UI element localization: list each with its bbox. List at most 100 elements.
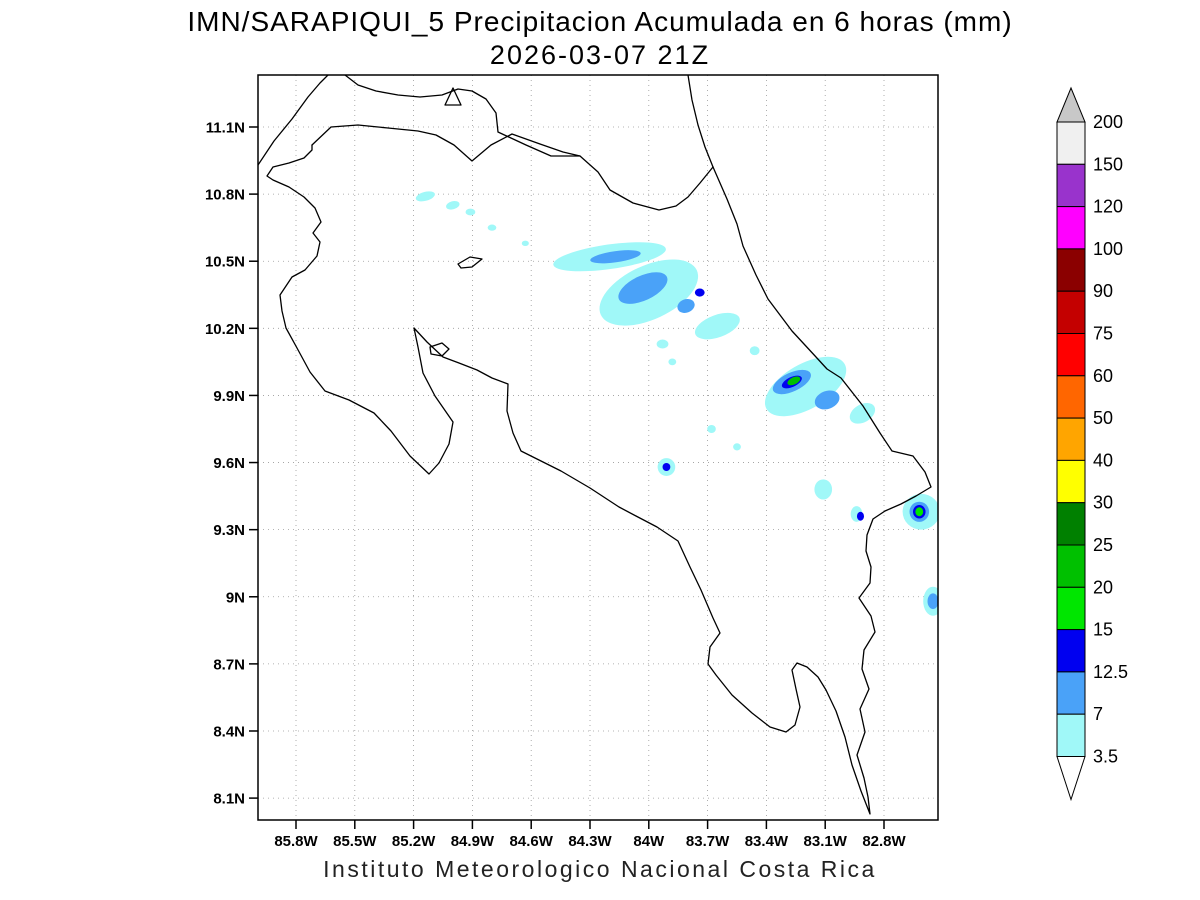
colorbar-tick-label: 90 — [1093, 281, 1113, 301]
costa-rica-nicaragua-border — [311, 124, 581, 162]
precip-cell — [787, 376, 801, 386]
colorbar-tick-label: 7 — [1093, 704, 1103, 724]
colorbar-tick-label: 25 — [1093, 535, 1113, 555]
precip-cell — [694, 288, 705, 297]
precip-cell — [662, 462, 671, 472]
colorbar-tick-label: 200 — [1093, 112, 1123, 132]
colorbar-segment — [1056, 121, 1086, 165]
precip-cell — [465, 208, 476, 216]
lake-arenal — [457, 256, 483, 269]
precip-cell — [856, 511, 865, 521]
lon-tick-label: 83.7W — [686, 833, 730, 850]
lat-tick-label: 10.8N — [205, 187, 245, 204]
colorbar-segment — [1056, 333, 1086, 377]
colorbar-tick-label: 12.5 — [1093, 662, 1128, 682]
lon-tick-label: 85.5W — [333, 833, 377, 850]
axis-labels: 11.1N 10.8N 10.5N 10.2N 9.9N 9.6N 9.3N 9N 8.7N 8.… — [205, 120, 907, 851]
colorbar-segment — [1056, 502, 1086, 546]
lake-island — [444, 87, 462, 106]
precip-cell — [656, 339, 669, 349]
precip-cell — [733, 443, 741, 451]
plot-frame — [249, 74, 939, 829]
lon-tick-label: 84W — [633, 833, 665, 850]
precip-cell — [927, 593, 938, 610]
figure-title-block: IMN/SARAPIQUI_5 Precipitacion Acumulada … — [0, 6, 1200, 71]
colorbar-over-arrow — [1056, 86, 1086, 123]
colorbar-segment — [1056, 375, 1086, 419]
precipitation-shading — [415, 191, 938, 616]
colorbar-segment — [1056, 544, 1086, 588]
colorbar-tick-label: 30 — [1093, 493, 1113, 513]
precip-cell — [521, 240, 529, 247]
lon-tick-label: 83.1W — [804, 833, 848, 850]
precip-cell — [677, 298, 695, 313]
lon-tick-label: 84.6W — [510, 833, 554, 850]
lat-tick-label: 11.1N — [206, 120, 245, 137]
precip-cell — [814, 390, 840, 410]
costa-rica-coastline — [266, 144, 932, 815]
lat-tick-label: 9.3N — [213, 522, 245, 539]
lon-tick-label: 82.8W — [862, 833, 906, 850]
lat-tick-label: 8.4N — [213, 723, 245, 740]
precip-cell — [668, 358, 677, 366]
precip-cell — [849, 402, 876, 424]
precip-cell — [707, 424, 716, 434]
precip-cell — [814, 479, 833, 500]
figure-valid-time: 2026-03-07 21Z — [489, 40, 711, 70]
figure-title: IMN/SARAPIQUI_5 Precipitacion Acumulada … — [187, 6, 1013, 37]
precip-cell — [590, 250, 641, 264]
colorbar-under-arrow — [1056, 756, 1086, 802]
precip-cell — [618, 272, 668, 304]
nicaragua-pacific-coastline — [258, 75, 329, 166]
precip-cell — [764, 356, 847, 417]
source-caption: Instituto Meteorologico Nacional Costa R… — [323, 856, 877, 882]
lat-tick-label: 8.7N — [213, 656, 245, 673]
colorbar-tick-label: 120 — [1093, 197, 1123, 217]
colorbar-tick-label: 15 — [1093, 620, 1113, 640]
lon-tick-label: 85.8W — [274, 833, 318, 850]
lat-tick-label: 10.5N — [205, 254, 245, 271]
precip-cell — [915, 507, 924, 517]
colorbar-segment — [1056, 290, 1086, 335]
colorbar-segment — [1056, 586, 1086, 631]
precip-cell — [487, 224, 497, 231]
colorbar-tick-label: 100 — [1093, 239, 1123, 259]
colorbar-segment — [1056, 417, 1086, 461]
colorbar-tick-label: 50 — [1093, 408, 1113, 428]
map-border — [257, 74, 939, 821]
colorbar: 200 150 120 100 90 75 60 50 40 30 25 20 15 12.5 7 3.5 — [1056, 86, 1128, 802]
lat-tick-label: 8.1N — [213, 791, 245, 808]
precip-cell — [446, 201, 460, 210]
lake-nicaragua-and-san-juan-river — [344, 75, 714, 211]
precip-cell — [694, 312, 740, 340]
colorbar-tick-label: 3.5 — [1093, 747, 1118, 767]
chira-island — [429, 342, 450, 357]
colorbar-tick-label: 150 — [1093, 154, 1123, 174]
lat-tick-label: 9.9N — [213, 388, 245, 405]
colorbar-tick-label: 75 — [1093, 324, 1113, 344]
colorbar-segment — [1056, 713, 1086, 758]
precip-cell — [749, 346, 760, 356]
lat-tick-label: 9.6N — [213, 455, 245, 472]
colorbar-tick-label: 20 — [1093, 577, 1113, 597]
lon-tick-label: 84.9W — [451, 833, 495, 850]
lon-tick-label: 84.3W — [568, 833, 612, 850]
lon-tick-label: 83.4W — [745, 833, 789, 850]
colorbar-segment — [1056, 206, 1086, 250]
lat-tick-label: 9N — [226, 589, 245, 606]
lon-tick-label: 85.2W — [392, 833, 436, 850]
colorbar-tick-label: 60 — [1093, 366, 1113, 386]
colorbar-tick-label: 40 — [1093, 450, 1113, 470]
colorbar-segment — [1056, 459, 1086, 504]
colorbar-segment — [1056, 163, 1086, 208]
coastline-layer — [258, 75, 932, 815]
colorbar-segment — [1056, 671, 1086, 715]
grid-lines — [258, 75, 938, 820]
nicaragua-caribbean-coastline — [687, 75, 714, 168]
colorbar-segment — [1056, 629, 1086, 673]
precip-cell — [415, 191, 435, 202]
colorbar-segment — [1056, 248, 1086, 292]
lat-tick-label: 10.2N — [205, 321, 245, 338]
